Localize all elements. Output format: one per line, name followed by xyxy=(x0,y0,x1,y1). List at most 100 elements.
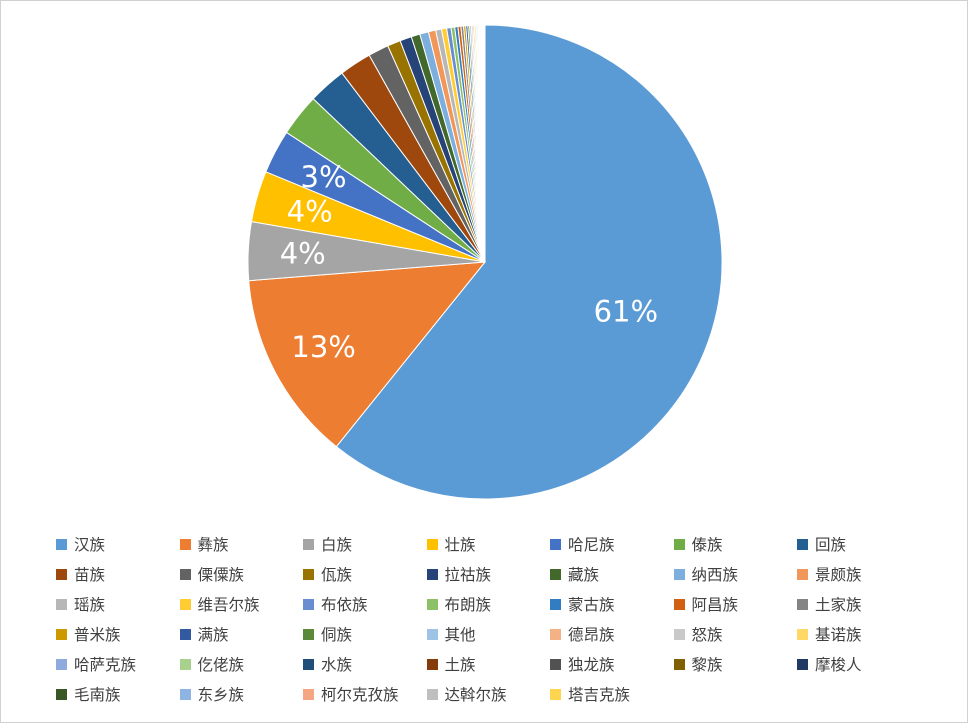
legend-item: 摩梭人 xyxy=(797,649,921,679)
legend-label: 土家族 xyxy=(815,596,862,614)
legend-label: 布朗族 xyxy=(444,596,492,614)
legend-label: 摩梭人 xyxy=(815,656,862,674)
legend-swatch xyxy=(179,628,191,640)
legend-item: 汉族 xyxy=(56,529,180,559)
legend-label: 维吾尔族 xyxy=(197,596,260,614)
legend-item: 柯尔克孜族 xyxy=(303,679,427,709)
pie-chart: 61%13%4%4%3% xyxy=(247,24,723,500)
legend-swatch xyxy=(56,628,67,640)
legend-label: 壮族 xyxy=(444,536,476,554)
legend-swatch xyxy=(797,598,808,610)
pie-slice xyxy=(248,261,487,448)
legend-item: 塔吉克族 xyxy=(550,679,674,709)
legend-label: 拉祜族 xyxy=(444,566,492,584)
legend-label: 瑶族 xyxy=(74,596,106,614)
legend-label: 哈萨克族 xyxy=(74,656,137,674)
legend-item: 达斡尔族 xyxy=(426,679,551,709)
legend-swatch xyxy=(303,688,314,700)
legend-swatch xyxy=(426,628,438,640)
data-label: 13% xyxy=(291,330,355,364)
legend-item: 傣族 xyxy=(673,529,798,559)
legend-label: 回族 xyxy=(815,536,847,554)
legend-swatch xyxy=(550,568,561,580)
legend-label: 德昂族 xyxy=(568,626,615,644)
legend-swatch xyxy=(673,658,685,670)
legend-item: 其他 xyxy=(426,619,551,649)
legend-item: 怒族 xyxy=(673,619,798,649)
legend-label: 仡佬族 xyxy=(197,656,245,674)
legend-item: 布依族 xyxy=(303,589,427,619)
legend-swatch xyxy=(797,538,808,550)
data-label: 3% xyxy=(301,160,347,194)
legend-item: 佤族 xyxy=(303,559,427,589)
legend-swatch xyxy=(550,538,561,550)
legend-item: 基诺族 xyxy=(797,619,921,649)
legend-swatch xyxy=(56,568,67,580)
legend-item: 独龙族 xyxy=(550,649,674,679)
legend-label: 藏族 xyxy=(568,566,600,584)
legend-item: 景颇族 xyxy=(797,559,921,589)
legend-swatch xyxy=(179,688,191,700)
legend-label: 佤族 xyxy=(321,566,353,584)
legend-label: 水族 xyxy=(321,656,353,674)
legend-swatch xyxy=(56,688,67,700)
data-label: 4% xyxy=(280,237,326,271)
legend-label: 侗族 xyxy=(321,626,353,644)
legend-item: 水族 xyxy=(303,649,427,679)
legend-label: 其他 xyxy=(444,626,476,644)
legend-swatch xyxy=(550,598,561,610)
legend-swatch xyxy=(303,538,314,550)
data-label: 4% xyxy=(287,194,333,228)
legend-swatch xyxy=(56,538,67,550)
legend-swatch xyxy=(426,538,438,550)
legend-swatch xyxy=(426,688,438,700)
legend-label: 土族 xyxy=(444,656,476,674)
legend-swatch xyxy=(56,598,67,610)
legend-swatch xyxy=(673,568,685,580)
pie-slice xyxy=(335,24,723,500)
legend-label: 基诺族 xyxy=(815,626,862,644)
legend-item: 满族 xyxy=(179,619,304,649)
legend-label: 布依族 xyxy=(321,596,368,614)
legend-label: 东乡族 xyxy=(197,686,245,704)
legend-swatch xyxy=(550,658,561,670)
legend-item: 藏族 xyxy=(550,559,674,589)
legend-swatch xyxy=(303,658,314,670)
legend-swatch xyxy=(303,628,314,640)
legend-label: 怒族 xyxy=(691,626,723,644)
legend-item: 白族 xyxy=(303,529,427,559)
legend-swatch xyxy=(426,598,438,610)
legend-label: 汉族 xyxy=(74,536,106,554)
legend-label: 彝族 xyxy=(197,536,229,554)
legend-label: 独龙族 xyxy=(568,656,615,674)
legend-swatch xyxy=(56,658,67,670)
legend-swatch xyxy=(797,628,808,640)
legend-label: 苗族 xyxy=(74,566,106,584)
data-label: 61% xyxy=(594,295,658,329)
legend-item: 侗族 xyxy=(303,619,427,649)
legend-swatch xyxy=(797,568,808,580)
legend-item: 黎族 xyxy=(673,649,798,679)
legend-swatch xyxy=(550,628,561,640)
legend-label: 傈僳族 xyxy=(197,566,245,584)
legend-item: 纳西族 xyxy=(673,559,798,589)
legend-item: 苗族 xyxy=(56,559,180,589)
legend-item: 土家族 xyxy=(797,589,921,619)
legend-item: 傈僳族 xyxy=(179,559,304,589)
legend-item: 普米族 xyxy=(56,619,180,649)
legend-item: 东乡族 xyxy=(179,679,304,709)
legend-item: 哈尼族 xyxy=(550,529,674,559)
legend-swatch xyxy=(179,568,191,580)
legend-item: 蒙古族 xyxy=(550,589,674,619)
legend: 汉族 彝族 白族 壮族 哈尼族 傣族 回族苗族 傈僳族 佤族 拉祜族 藏族 纳西族 景颇族瑶族 维吾尔族 布… xyxy=(56,529,936,709)
legend-item: 阿昌族 xyxy=(673,589,798,619)
legend-label: 毛南族 xyxy=(74,686,121,704)
legend-label: 傣族 xyxy=(691,536,723,554)
legend-label: 蒙古族 xyxy=(568,596,615,614)
legend-swatch xyxy=(179,538,191,550)
legend-swatch xyxy=(673,598,685,610)
legend-label: 柯尔克孜族 xyxy=(321,686,399,704)
legend-label: 阿昌族 xyxy=(691,596,739,614)
legend-item: 彝族 xyxy=(179,529,304,559)
